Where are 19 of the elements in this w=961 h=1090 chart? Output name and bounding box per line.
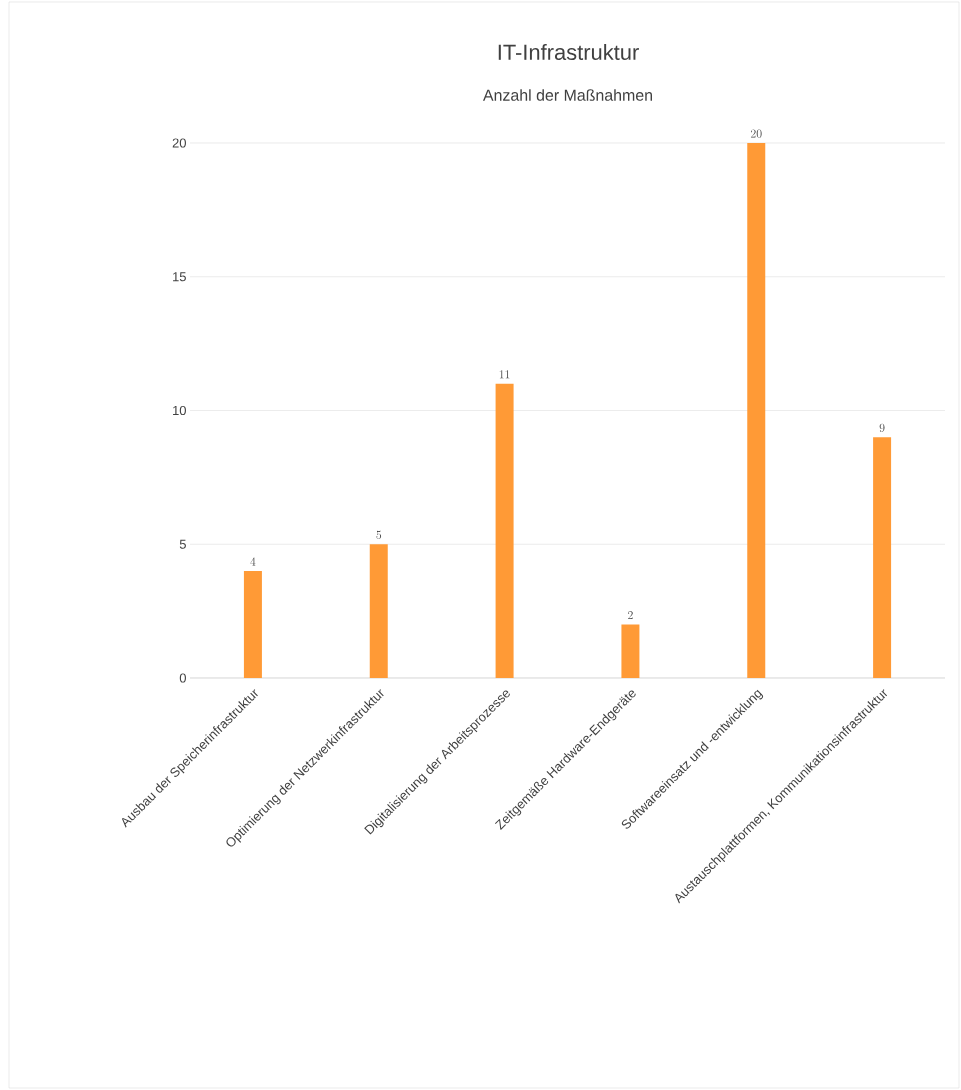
bar — [243, 571, 262, 678]
y-tick-label: 5 — [179, 539, 186, 549]
bar — [369, 544, 388, 678]
data-label: 5 — [376, 530, 382, 539]
y-tick-label: 0 — [179, 673, 186, 683]
data-label: 11 — [499, 370, 510, 379]
data-label: 2 — [628, 611, 633, 619]
y-tick-label: 10 — [173, 405, 186, 416]
data-label: 4 — [250, 557, 256, 566]
bar — [747, 142, 766, 678]
y-tick-label: 20 — [172, 138, 186, 148]
bar — [621, 624, 640, 678]
chart-title: IT-Infrastruktur — [498, 43, 639, 61]
y-tick-label: 15 — [173, 272, 186, 282]
data-label: 20 — [750, 129, 762, 138]
bar — [495, 383, 514, 678]
data-label: 9 — [879, 423, 885, 432]
bar — [873, 437, 892, 678]
chart-subtitle: Anzahl der Maßnahmen — [482, 89, 652, 101]
